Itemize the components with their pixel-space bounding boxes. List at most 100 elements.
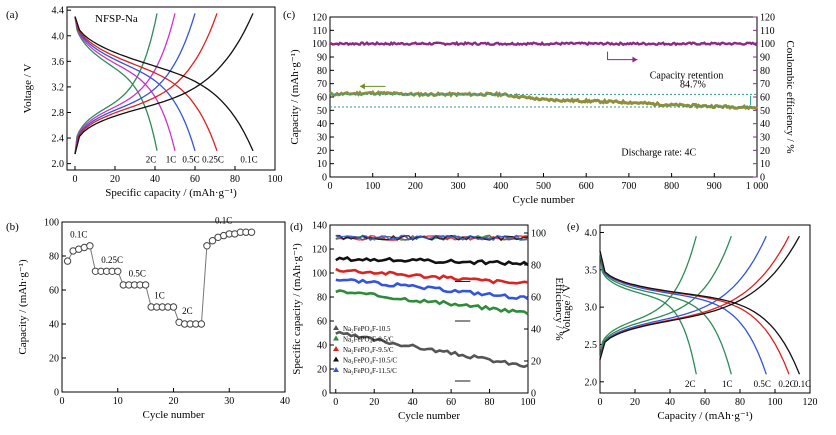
capacity-series [329, 89, 758, 111]
retention-label: Capacity retention [650, 70, 724, 81]
x-tick-label-b: 20 [169, 396, 179, 407]
y-tick-label-b: 100 [44, 218, 59, 229]
x-axis-label-b: Cycle number [142, 409, 204, 421]
x-tick-label-c: 500 [536, 181, 551, 192]
curve-label-0.5C: 0.5C [182, 154, 199, 164]
x-tick-label-c: 900 [707, 181, 722, 192]
y-axis-label-a: Voltage / V [22, 64, 34, 114]
y2-tick-label-c: 20 [760, 146, 770, 157]
rate-point [203, 242, 211, 250]
rate-point [169, 303, 178, 311]
curve-label-0.2C: 0.2C [778, 379, 795, 389]
x-tick-label-e: 60 [700, 397, 710, 408]
panel-a-chart: 0 20 40 60 80 100 2.0 2.4 2.8 3.2 3.6 4.0 4.4 Specifi… [22, 6, 283, 199]
y2-tick-label-d: 20 [531, 357, 541, 368]
curve-label-2C: 2C [146, 154, 157, 164]
x-tick-label-a: 100 [268, 174, 283, 185]
panel-label-c: (c) [283, 9, 296, 21]
y2-tick-label-c: 120 [760, 13, 775, 24]
y2-tick-label-c: 90 [760, 53, 770, 64]
rate-label: 2C [182, 306, 193, 316]
y-axis-label-b: Capacity / (mAh·g⁻¹) [17, 259, 29, 355]
y-tick-label-c: 60 [317, 93, 327, 104]
y-tick-label-a: 2.8 [52, 108, 65, 119]
y-tick-label-a: 2.0 [52, 159, 65, 170]
y-tick-label-c: 20 [317, 146, 327, 157]
panel-b-chart: 0 10 20 30 40 0 20 40 60 80 100 Cycle number Capacit… [17, 216, 290, 421]
y2-axis-label-d: Efficiency / % [553, 277, 565, 340]
y2-tick-label-d: 40 [531, 325, 541, 336]
y-tick-label-e: 2.0 [585, 377, 598, 388]
x-axis-label-d: Cycle number [398, 410, 460, 422]
x-tick-label-a: 80 [230, 174, 240, 185]
x-tick-label-a: 40 [150, 174, 160, 185]
y2-tick-label-c: 30 [760, 133, 770, 144]
y2-tick-label-c: 40 [760, 119, 770, 130]
charge-curve-2C [599, 236, 697, 360]
y-tick-label-c: 30 [317, 133, 327, 144]
x-tick-label-d: 80 [485, 397, 495, 408]
discharge-curve-0.5C [599, 250, 767, 375]
efficiency-series [329, 40, 758, 47]
x-tick-label-d: 20 [369, 397, 379, 408]
x-tick-label-a: 60 [190, 174, 200, 185]
y-tick-label-e: 3.5 [585, 265, 598, 276]
rate-label: 0.25C [101, 255, 123, 265]
panel-c-chart: 0 100 200 300 400 500 600 700 800 900 1 0000102030… [289, 13, 796, 207]
y2-tick-label-c: 50 [760, 106, 770, 117]
y-axis-label-c: Capacity / (mAh·g⁻¹) [289, 49, 301, 145]
rate-point [208, 237, 217, 245]
y-tick-label-d: 40 [317, 341, 327, 352]
capacity-series-3 [335, 255, 529, 266]
x-tick-label-c: 600 [579, 181, 594, 192]
y-tick-label-e: 2.5 [585, 340, 598, 351]
y-tick-label-c: 50 [317, 106, 327, 117]
y-tick-label-a: 4.4 [52, 6, 65, 17]
capacity-series-1 [335, 289, 529, 316]
y2-tick-label-c: 70 [760, 79, 770, 90]
plot-frame-e [599, 224, 811, 394]
y-tick-label-d: 120 [312, 245, 327, 256]
curve-label-1C: 1C [722, 379, 733, 389]
rate-text-c: Discharge rate: 4C [621, 148, 696, 159]
y2-tick-label-d: 100 [531, 229, 546, 240]
x-tick-label-e: 40 [665, 397, 675, 408]
legend-label-d: Na₂FePO₄F-10.5 [343, 325, 391, 333]
x-tick-label-a: 20 [110, 174, 120, 185]
discharge-curve-0.1C [74, 16, 254, 152]
y-tick-label-d: 140 [312, 221, 327, 232]
curve-label-0.1C: 0.1C [240, 154, 257, 164]
y2-tick-label-d: 0 [531, 389, 536, 400]
y-tick-label-a: 2.4 [52, 134, 65, 145]
y-tick-label-a: 3.2 [52, 82, 65, 93]
curve-label-0.25C: 0.25C [202, 154, 224, 164]
capacity-series-4 [335, 278, 529, 301]
rate-point [197, 320, 206, 328]
discharge-curve-0.25C [74, 16, 218, 152]
y2-tick-label-c: 110 [760, 26, 775, 37]
legend-marker-d [333, 356, 339, 362]
y2-axis-label-c: Coulombic efficiency / % [784, 40, 796, 153]
x-tick-label-c: 200 [408, 181, 423, 192]
y-tick-label-c: 0 [322, 173, 327, 184]
rate-point [63, 257, 72, 265]
x-tick-label-b: 30 [224, 396, 234, 407]
rate-point [141, 281, 150, 289]
y-tick-label-a: 3.6 [52, 57, 65, 68]
rate-label: 0.1C [70, 229, 87, 239]
rate-label: 1C [154, 291, 165, 301]
right-axis-arrow [607, 51, 638, 61]
x-tick-label-e: 100 [768, 397, 783, 408]
y-tick-label-e: 3.0 [585, 303, 598, 314]
panel-label-a: (a) [6, 9, 19, 21]
panel-label-e: (e) [567, 221, 580, 233]
annotation-a: NFSP-Na [95, 13, 138, 25]
curve-label-0.1C: 0.1C [794, 379, 811, 389]
y2-tick-label-c: 0 [760, 173, 765, 184]
charge-curve-1C [599, 235, 732, 360]
x-tick-label-b: 0 [60, 396, 65, 407]
y-tick-label-b: 0 [54, 388, 59, 399]
x-tick-label-e: 0 [598, 397, 603, 408]
y2-tick-label-c: 80 [760, 66, 770, 77]
efficiency-series-4 [335, 234, 529, 242]
